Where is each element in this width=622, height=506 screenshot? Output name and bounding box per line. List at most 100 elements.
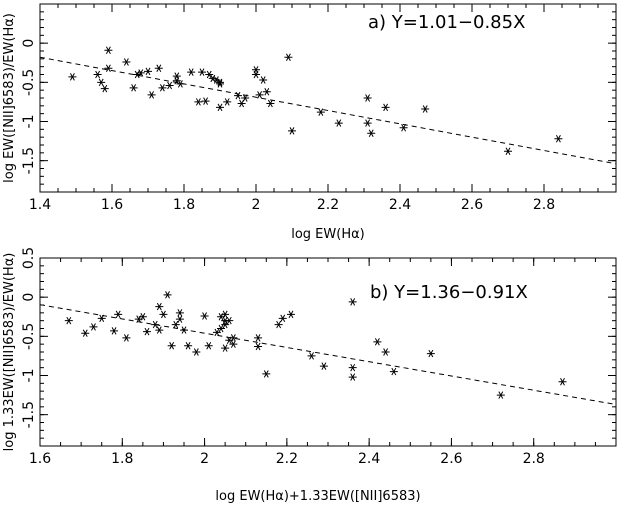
data-point (104, 46, 113, 54)
data-point (172, 77, 181, 85)
plot-frame-b (39, 257, 617, 447)
data-point (504, 147, 512, 155)
fit-annotation-a: a) Y=1.01−0.85X (368, 12, 525, 33)
data-point (381, 103, 390, 112)
data-point (262, 370, 271, 378)
data-point (159, 310, 168, 319)
y-tick-label: 0 (21, 39, 37, 48)
data-point (367, 129, 376, 137)
data-point (234, 91, 242, 100)
data-point (286, 310, 295, 319)
data-point (155, 302, 164, 311)
x-tick-label: 1.8 (111, 451, 133, 467)
x-tick-label: 2.2 (317, 197, 339, 213)
data-point (93, 70, 102, 79)
x-tick-label: 2.6 (440, 451, 462, 467)
data-point (138, 313, 147, 321)
data-point (155, 326, 164, 334)
data-point (147, 91, 156, 99)
data-point (129, 84, 138, 92)
data-point (554, 135, 563, 143)
data-point (363, 119, 372, 127)
data-point (216, 103, 224, 112)
data-point (216, 78, 224, 87)
x-axis-label-b: log EW(Hα)+1.33EW([NII]6583) (215, 489, 420, 504)
data-point (274, 320, 283, 329)
data-point (221, 344, 230, 352)
data-point (104, 64, 113, 72)
data-point (100, 84, 109, 93)
data-point (348, 373, 357, 381)
data-point (167, 342, 176, 350)
data-point (114, 310, 123, 319)
data-point (334, 119, 343, 127)
y-tick-label: -1.5 (21, 401, 37, 428)
data-point (254, 334, 263, 342)
data-point (142, 327, 151, 336)
data-point (204, 342, 213, 350)
x-tick-label: 2.2 (276, 451, 298, 467)
data-point (180, 326, 188, 334)
data-point (171, 320, 180, 329)
fit-line (39, 56, 617, 165)
data-point (259, 76, 268, 84)
x-tick-label: 2.8 (533, 197, 555, 213)
y-tick-label: -1.5 (21, 147, 37, 174)
x-tick-label: 1.4 (29, 197, 51, 213)
data-point (122, 334, 131, 342)
plot-frame-a (39, 3, 617, 193)
data-point (175, 309, 184, 317)
x-axis-label-a: log EW(Hα) (291, 227, 365, 242)
data-point (184, 342, 193, 350)
data-point (389, 367, 398, 376)
data-point (254, 342, 263, 351)
data-point (288, 127, 296, 135)
data-point (192, 348, 201, 356)
data-point (399, 124, 408, 132)
data-point (194, 98, 203, 106)
data-point (205, 70, 214, 79)
data-point (68, 73, 77, 81)
data-point (252, 70, 260, 79)
x-tick-label: 2 (200, 451, 209, 467)
data-point (122, 58, 131, 66)
data-point (252, 66, 260, 74)
data-point (496, 391, 505, 399)
data-point (223, 98, 232, 106)
data-point (198, 68, 206, 76)
data-point (154, 64, 163, 72)
x-tick-label: 2 (252, 197, 261, 213)
data-point (217, 324, 226, 333)
data-point (266, 99, 275, 108)
data-point (373, 338, 382, 346)
data-point (348, 363, 357, 372)
x-tick-label: 2.4 (389, 197, 411, 213)
data-point (81, 329, 90, 337)
data-point (165, 81, 174, 90)
x-tick-label: 1.6 (101, 197, 123, 213)
panel-a: 1.4 1.6 1.8 2 2.2 2.4 2.6 2.8 0 -0.5 -1 -1.5 a) Y=1… (2, 3, 617, 242)
x-tick-label: 2.8 (523, 451, 545, 467)
data-point (348, 298, 357, 306)
data-point (221, 310, 230, 319)
data-point (278, 314, 287, 323)
x-tick-label: 2.4 (358, 451, 380, 467)
data-point (241, 94, 250, 102)
y-tick-label: -1 (21, 115, 37, 129)
data-point (175, 315, 184, 323)
data-point (216, 80, 224, 88)
data-point (229, 334, 238, 342)
y-tick-label: 0.5 (21, 247, 37, 269)
data-point (187, 68, 196, 76)
data-point (64, 316, 73, 325)
data-point (284, 53, 293, 61)
data-point (172, 72, 181, 80)
data-point (363, 94, 372, 102)
data-point (212, 328, 221, 337)
data-point (426, 349, 435, 358)
data-point (144, 67, 152, 76)
y-tick-label: -0.5 (21, 69, 37, 96)
data-point (421, 105, 430, 113)
y-tick-label: -1 (21, 369, 37, 383)
